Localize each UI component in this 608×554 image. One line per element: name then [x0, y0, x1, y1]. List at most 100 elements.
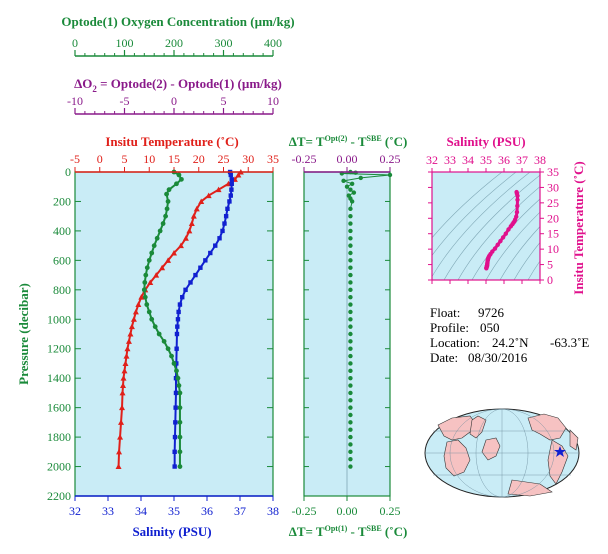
- delta-t-point: [348, 317, 353, 322]
- salinity-tick-label: 34: [135, 504, 147, 518]
- temperature-point: [125, 338, 132, 344]
- delta-t-point: [348, 294, 353, 300]
- delta-t-point: [351, 190, 357, 195]
- delta-t-point: [348, 412, 353, 418]
- delta-t-panel: ΔT= TOpt(2) - TSBE (˚C) -0.25 0.00 0.25 -0.…: [289, 134, 408, 539]
- delta-t-point: [348, 398, 353, 403]
- delta-t-point: [348, 420, 353, 425]
- location-lat: 24.2˚N: [492, 335, 529, 350]
- oxygen-tick-label: 200: [165, 36, 183, 50]
- salinity-point: [198, 265, 203, 270]
- oxygen-point: [164, 191, 169, 197]
- profile-label: Profile:: [430, 320, 469, 335]
- temperature-point: [135, 301, 142, 308]
- salinity-point: [213, 243, 218, 248]
- salinity-point: [173, 405, 178, 410]
- delta-t-point: [348, 250, 353, 256]
- pressure-tick-label: 1000: [47, 312, 71, 326]
- delta-t-point: [348, 427, 353, 432]
- delta-t-point: [348, 331, 353, 337]
- ts-point: [515, 193, 520, 198]
- map-land: [437, 413, 579, 497]
- oxygen-point: [164, 206, 170, 212]
- temperature-point: [119, 389, 126, 396]
- temperature-point: [205, 192, 212, 199]
- temperature-point: [171, 250, 177, 256]
- delta-t-point: [349, 181, 355, 186]
- pressure-tick-label: 400: [53, 224, 71, 238]
- temperature-point: [177, 242, 184, 249]
- oxygen-point: [160, 221, 166, 226]
- density-contour: [513, 242, 540, 280]
- temperature-point: [116, 448, 123, 455]
- profile-info: Profile: 050: [430, 320, 500, 336]
- ts-point: [500, 235, 506, 240]
- oxygen-point: [142, 294, 148, 300]
- temperature-tick-label: 25: [218, 152, 230, 166]
- oxygen-point: [165, 346, 171, 352]
- salinity-point: [228, 193, 233, 198]
- oxygen-point: [177, 464, 183, 469]
- pressure-tick-label: 2200: [47, 489, 71, 503]
- temperature-point: [128, 323, 135, 330]
- ts-point: [514, 209, 520, 215]
- salinity-point: [225, 206, 230, 212]
- salinity-profile-line: [173, 171, 233, 467]
- ts-point: [498, 238, 503, 244]
- temperature-point: [123, 353, 130, 359]
- world-map: [424, 408, 580, 498]
- delta-t-point: [348, 405, 353, 410]
- delta-t-point: [348, 449, 353, 455]
- salinity-tick-label: 38: [267, 504, 279, 518]
- delta-t-top-tick-label: 0.00: [337, 152, 358, 166]
- oxygen-point: [157, 228, 163, 234]
- delta-o2-tick-label: 5: [221, 94, 227, 108]
- ts-temperature-tick-label: 30: [547, 180, 559, 194]
- delta-o2-tick-label: 10: [267, 94, 279, 108]
- oxygen-point: [144, 265, 150, 271]
- density-contours: [432, 172, 540, 280]
- delta-t-point: [348, 265, 353, 270]
- delta-t-point: [348, 390, 353, 396]
- ts-salinity-tick-label: 37: [516, 153, 528, 167]
- temperature-point: [124, 345, 131, 352]
- delta-t-point: [348, 353, 353, 359]
- oxygen-tick-label: 400: [264, 36, 282, 50]
- ts-salinity-tick-label: 34: [462, 153, 474, 167]
- ts-point: [515, 203, 520, 209]
- delta-t-point: [348, 324, 353, 329]
- ts-point: [508, 224, 514, 229]
- temperature-point: [138, 294, 145, 300]
- salinity-point: [228, 172, 233, 178]
- ts-temperature-tick-label: 25: [547, 196, 559, 210]
- oxygen-point: [142, 280, 148, 285]
- main-profile-panel: Insitu Temperature (˚C) -5 0 5 10 15 20 25 30 35…: [16, 134, 279, 539]
- location-label: Location:: [430, 335, 480, 350]
- salinity-point: [172, 434, 178, 440]
- temperature-axis-title: Insitu Temperature (˚C): [105, 134, 238, 149]
- delta-t-bottom-tick-label: -0.25: [292, 504, 317, 518]
- ts-salinity-tick-label: 33: [444, 153, 456, 167]
- ts-salinity-title: Salinity (PSU): [446, 134, 525, 149]
- date-label: Date:: [430, 350, 459, 365]
- oxygen-point: [177, 390, 183, 396]
- salinity-point: [183, 287, 188, 293]
- density-contour: [527, 260, 540, 280]
- ts-salinity-tick-label: 36: [498, 153, 510, 167]
- salinity-point: [229, 187, 234, 192]
- temperature-point: [159, 264, 166, 271]
- delta-t-point: [348, 236, 353, 241]
- temperature-point: [193, 205, 200, 212]
- salinity-point: [174, 331, 180, 337]
- salinity-point: [203, 258, 208, 263]
- ts-point: [492, 246, 498, 251]
- temperature-point: [117, 434, 124, 440]
- oxygen-point: [146, 257, 152, 263]
- pressure-tick-label: 1200: [47, 342, 71, 356]
- temperature-point: [188, 220, 195, 227]
- salinity-point: [229, 177, 234, 182]
- temperature-tick-label: 0: [97, 152, 103, 166]
- pressure-tick-label: 2000: [47, 460, 71, 474]
- ts-plot-frame: [431, 171, 541, 281]
